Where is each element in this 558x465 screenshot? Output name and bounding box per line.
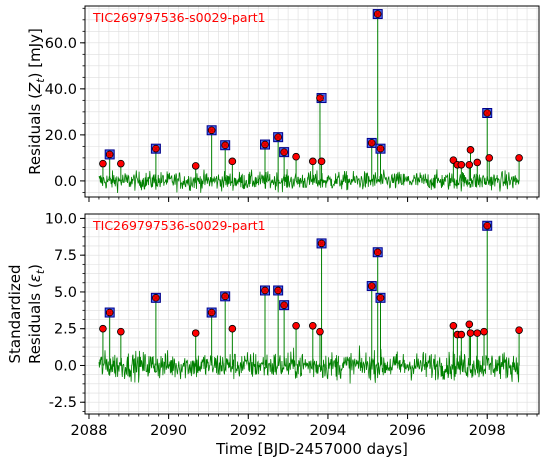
outlier-point bbox=[191, 329, 200, 337]
flag-cross-mark bbox=[208, 127, 215, 134]
y-tick-label: 0.0 bbox=[54, 358, 77, 374]
bottom-y-axis-label-line1: Standardized bbox=[6, 264, 24, 363]
x-tick-label: 2096 bbox=[389, 423, 426, 439]
bottom-panel-frame bbox=[84, 213, 540, 415]
flag-cross-mark bbox=[484, 222, 491, 229]
y-tick-label: 7.5 bbox=[54, 248, 77, 264]
flag-cross-mark bbox=[374, 249, 381, 256]
outlier-point bbox=[308, 157, 317, 166]
top-panel-noise bbox=[98, 169, 520, 193]
flag-cross-mark bbox=[377, 145, 384, 152]
outlier-point bbox=[117, 327, 125, 336]
x-tick-label: 2098 bbox=[469, 423, 506, 439]
outlier-point bbox=[457, 160, 466, 169]
outlier-point bbox=[317, 157, 326, 166]
flag-cross-mark bbox=[152, 145, 159, 152]
bottom-panel-ticks: -2.5 0.0 2.5 5.0 7.5 10.0 2088 2090 2092 2094 2096… bbox=[45, 211, 538, 439]
outlier-point bbox=[473, 329, 482, 337]
outlier-point bbox=[515, 326, 523, 334]
outlier-point bbox=[466, 146, 475, 154]
y-tick-label: 2.5 bbox=[54, 322, 77, 338]
outlier-point bbox=[466, 329, 475, 337]
y-tick-label: 40.0 bbox=[45, 82, 77, 98]
y-tick-label: 10.0 bbox=[45, 211, 77, 227]
outlier-point bbox=[457, 330, 466, 339]
residual-series-line bbox=[98, 169, 520, 193]
bottom-panel-flag-crosses bbox=[106, 222, 491, 316]
top-panel-stems bbox=[102, 14, 520, 181]
outlier-point bbox=[515, 154, 523, 162]
flag-cross-mark bbox=[275, 287, 282, 294]
top-panel: 0.0 20.0 40.0 60.0 TIC269797536-s0029-part1… bbox=[26, 5, 540, 202]
x-tick-label: 2092 bbox=[230, 423, 267, 439]
y-tick-label: 60.0 bbox=[45, 36, 77, 52]
outlier-point bbox=[191, 162, 200, 170]
outlier-point bbox=[480, 327, 488, 336]
outlier-point bbox=[117, 159, 125, 168]
flag-cross-mark bbox=[377, 294, 384, 301]
flag-cross-mark bbox=[318, 95, 325, 101]
y-tick-label: 20.0 bbox=[45, 128, 77, 144]
flag-cross-mark bbox=[262, 141, 268, 148]
top-panel-title: TIC269797536-s0029-part1 bbox=[92, 10, 266, 25]
outlier-point bbox=[228, 157, 237, 166]
outlier-point bbox=[99, 324, 107, 333]
flag-cross-mark bbox=[318, 240, 325, 247]
outlier-point bbox=[465, 320, 474, 329]
flag-cross-mark bbox=[275, 134, 282, 141]
x-tick-label: 2088 bbox=[71, 423, 108, 439]
flag-cross-mark bbox=[368, 283, 375, 289]
top-panel-ticks: 0.0 20.0 40.0 60.0 bbox=[45, 7, 538, 202]
outlier-point bbox=[308, 321, 317, 330]
bottom-panel-grid bbox=[85, 214, 539, 414]
top-y-axis-label: Residuals (Zt) [mJy] bbox=[26, 28, 47, 175]
flag-cross-mark bbox=[106, 151, 113, 158]
bottom-panel-stems bbox=[102, 225, 520, 366]
flag-cross-mark bbox=[368, 139, 375, 146]
y-tick-label: -2.5 bbox=[49, 395, 77, 411]
flag-cross-mark bbox=[222, 293, 229, 300]
outlier-point bbox=[316, 94, 324, 102]
flag-cross-mark bbox=[152, 294, 159, 301]
outlier-point bbox=[473, 158, 482, 167]
x-tick-label: 2094 bbox=[309, 423, 346, 439]
top-panel-flag-crosses bbox=[106, 11, 491, 158]
outlier-point bbox=[316, 327, 324, 336]
flag-cross-mark bbox=[281, 149, 288, 156]
bottom-panel-noise bbox=[98, 345, 520, 384]
outlier-point bbox=[99, 159, 107, 168]
residual-series-line bbox=[98, 345, 520, 384]
x-tick-label: 2090 bbox=[150, 423, 187, 439]
x-axis-label: Time [BJD-2457000 days] bbox=[215, 440, 408, 458]
flag-cross-mark bbox=[106, 309, 113, 316]
y-tick-label: 5.0 bbox=[54, 285, 77, 301]
bottom-panel: -2.5 0.0 2.5 5.0 7.5 10.0 2088 2090 2092 2094 2096… bbox=[6, 211, 540, 458]
bottom-panel-title: TIC269797536-s0029-part1 bbox=[92, 218, 266, 233]
flag-cross-mark bbox=[484, 110, 491, 116]
y-tick-label: 0.0 bbox=[54, 174, 77, 190]
outlier-point bbox=[292, 152, 300, 161]
flag-cross-mark bbox=[208, 309, 215, 316]
outlier-point bbox=[228, 324, 237, 333]
outlier-point bbox=[465, 160, 474, 169]
outlier-point bbox=[292, 321, 300, 330]
flag-cross-mark bbox=[281, 302, 288, 309]
outlier-point bbox=[449, 321, 458, 330]
bottom-y-axis-label-line2: Residuals (εt) bbox=[26, 264, 47, 364]
top-panel-frame bbox=[84, 5, 540, 198]
outlier-point bbox=[485, 154, 494, 162]
flag-cross-mark bbox=[262, 287, 268, 294]
flag-cross-mark bbox=[374, 11, 381, 17]
flag-cross-mark bbox=[222, 142, 229, 149]
